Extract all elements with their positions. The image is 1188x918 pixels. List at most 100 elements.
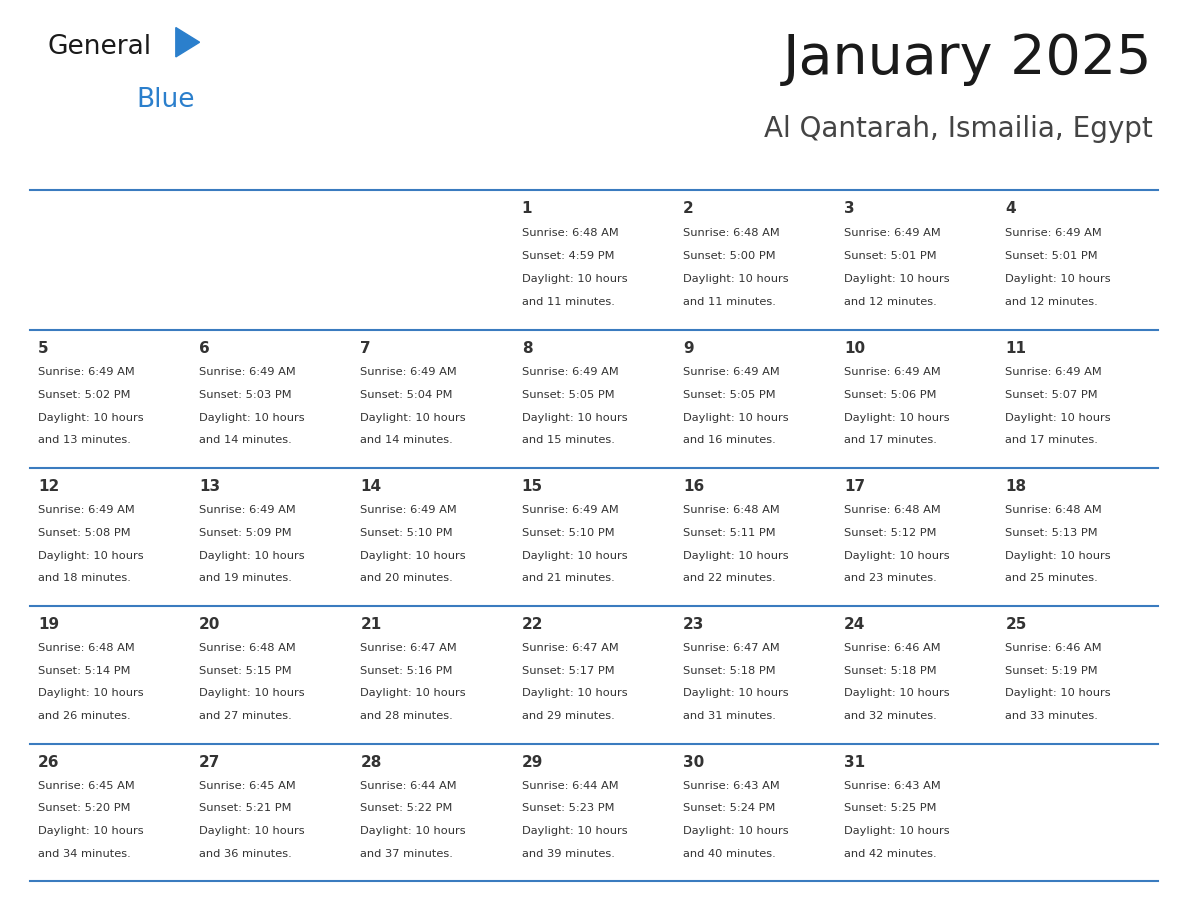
Text: 6: 6 [200,341,210,355]
Text: Sunrise: 6:49 AM: Sunrise: 6:49 AM [200,505,296,515]
Text: and 23 minutes.: and 23 minutes. [845,574,937,584]
Text: Sunrise: 6:49 AM: Sunrise: 6:49 AM [360,505,457,515]
Text: Sunset: 5:10 PM: Sunset: 5:10 PM [360,528,453,538]
Text: and 40 minutes.: and 40 minutes. [683,849,776,859]
Text: Sunset: 5:25 PM: Sunset: 5:25 PM [845,803,936,813]
Text: and 11 minutes.: and 11 minutes. [522,297,614,307]
Text: Daylight: 10 hours: Daylight: 10 hours [360,551,466,561]
Text: 24: 24 [845,617,866,632]
Text: Sunrise: 6:48 AM: Sunrise: 6:48 AM [38,643,134,653]
Text: and 14 minutes.: and 14 minutes. [200,435,292,445]
Text: Daylight: 10 hours: Daylight: 10 hours [845,551,949,561]
Text: Sunset: 5:02 PM: Sunset: 5:02 PM [38,390,131,399]
Text: Sunset: 5:01 PM: Sunset: 5:01 PM [845,251,937,261]
Text: Sunset: 5:17 PM: Sunset: 5:17 PM [522,666,614,676]
Text: Sunset: 5:22 PM: Sunset: 5:22 PM [360,803,453,813]
Text: Sunset: 5:15 PM: Sunset: 5:15 PM [200,666,292,676]
Text: Sunset: 5:09 PM: Sunset: 5:09 PM [200,528,292,538]
Text: Sunset: 5:05 PM: Sunset: 5:05 PM [683,390,776,399]
Text: and 17 minutes.: and 17 minutes. [1005,435,1098,445]
Text: and 17 minutes.: and 17 minutes. [845,435,937,445]
Text: 19: 19 [38,617,59,632]
Text: Daylight: 10 hours: Daylight: 10 hours [1005,412,1111,422]
Text: 4: 4 [1005,201,1016,216]
Text: Sunrise: 6:43 AM: Sunrise: 6:43 AM [683,780,779,790]
Text: and 33 minutes.: and 33 minutes. [1005,711,1098,722]
Text: Sunset: 5:11 PM: Sunset: 5:11 PM [683,528,776,538]
Text: Sunrise: 6:48 AM: Sunrise: 6:48 AM [522,228,619,238]
Text: Daylight: 10 hours: Daylight: 10 hours [38,688,144,699]
Text: Sunrise: 6:49 AM: Sunrise: 6:49 AM [200,367,296,377]
Text: 10: 10 [845,341,865,355]
Text: Daylight: 10 hours: Daylight: 10 hours [522,412,627,422]
Text: Sunrise: 6:49 AM: Sunrise: 6:49 AM [522,505,619,515]
Text: 16: 16 [683,479,704,494]
Text: 8: 8 [522,341,532,355]
Text: Sunset: 5:24 PM: Sunset: 5:24 PM [683,803,776,813]
Text: Saturday: Saturday [1006,164,1085,179]
Text: Daylight: 10 hours: Daylight: 10 hours [683,274,789,284]
Text: 5: 5 [38,341,49,355]
Text: 21: 21 [360,617,381,632]
Text: Daylight: 10 hours: Daylight: 10 hours [683,826,789,836]
Text: Daylight: 10 hours: Daylight: 10 hours [845,826,949,836]
Text: Daylight: 10 hours: Daylight: 10 hours [845,412,949,422]
Text: January 2025: January 2025 [783,32,1152,86]
Text: Daylight: 10 hours: Daylight: 10 hours [845,688,949,699]
Text: 20: 20 [200,617,221,632]
Text: Daylight: 10 hours: Daylight: 10 hours [200,551,305,561]
Text: 29: 29 [522,755,543,769]
Text: Sunrise: 6:47 AM: Sunrise: 6:47 AM [683,643,779,653]
Text: Sunset: 4:59 PM: Sunset: 4:59 PM [522,251,614,261]
Text: Daylight: 10 hours: Daylight: 10 hours [522,826,627,836]
Text: Daylight: 10 hours: Daylight: 10 hours [522,551,627,561]
Text: and 34 minutes.: and 34 minutes. [38,849,131,859]
Text: Sunset: 5:19 PM: Sunset: 5:19 PM [1005,666,1098,676]
Text: 7: 7 [360,341,371,355]
Text: 1: 1 [522,201,532,216]
Text: 30: 30 [683,755,704,769]
Text: 22: 22 [522,617,543,632]
Text: and 26 minutes.: and 26 minutes. [38,711,131,722]
Text: Sunset: 5:20 PM: Sunset: 5:20 PM [38,803,131,813]
Text: 3: 3 [845,201,855,216]
Text: Sunset: 5:01 PM: Sunset: 5:01 PM [1005,251,1098,261]
Text: Tuesday: Tuesday [361,164,431,179]
Text: Daylight: 10 hours: Daylight: 10 hours [38,826,144,836]
Text: Sunrise: 6:47 AM: Sunrise: 6:47 AM [360,643,457,653]
Text: Sunrise: 6:49 AM: Sunrise: 6:49 AM [845,228,941,238]
Polygon shape [176,28,200,57]
Text: Daylight: 10 hours: Daylight: 10 hours [360,412,466,422]
Text: Sunrise: 6:48 AM: Sunrise: 6:48 AM [845,505,941,515]
Text: and 12 minutes.: and 12 minutes. [1005,297,1098,307]
Text: Thursday: Thursday [684,164,764,179]
Text: Daylight: 10 hours: Daylight: 10 hours [522,274,627,284]
Text: Friday: Friday [846,164,898,179]
Text: 2: 2 [683,201,694,216]
Text: Sunrise: 6:48 AM: Sunrise: 6:48 AM [683,505,779,515]
Text: Sunrise: 6:49 AM: Sunrise: 6:49 AM [683,367,779,377]
Text: and 15 minutes.: and 15 minutes. [522,435,614,445]
Text: 31: 31 [845,755,865,769]
Text: Sunrise: 6:44 AM: Sunrise: 6:44 AM [360,780,457,790]
Text: Sunset: 5:07 PM: Sunset: 5:07 PM [1005,390,1098,399]
Text: Sunset: 5:13 PM: Sunset: 5:13 PM [1005,528,1098,538]
Text: 26: 26 [38,755,59,769]
Text: and 22 minutes.: and 22 minutes. [683,574,776,584]
Text: Sunset: 5:14 PM: Sunset: 5:14 PM [38,666,131,676]
Text: 27: 27 [200,755,221,769]
Text: Daylight: 10 hours: Daylight: 10 hours [38,412,144,422]
Text: Daylight: 10 hours: Daylight: 10 hours [683,688,789,699]
Text: Sunrise: 6:46 AM: Sunrise: 6:46 AM [845,643,941,653]
Text: Sunset: 5:18 PM: Sunset: 5:18 PM [683,666,776,676]
Text: Sunrise: 6:43 AM: Sunrise: 6:43 AM [845,780,941,790]
Text: Daylight: 10 hours: Daylight: 10 hours [360,826,466,836]
Text: 11: 11 [1005,341,1026,355]
Text: 23: 23 [683,617,704,632]
Text: and 14 minutes.: and 14 minutes. [360,435,454,445]
Text: Sunrise: 6:49 AM: Sunrise: 6:49 AM [1005,228,1102,238]
Text: 9: 9 [683,341,694,355]
Text: Sunrise: 6:48 AM: Sunrise: 6:48 AM [1005,505,1102,515]
Text: Sunset: 5:00 PM: Sunset: 5:00 PM [683,251,776,261]
Text: Sunset: 5:16 PM: Sunset: 5:16 PM [360,666,453,676]
